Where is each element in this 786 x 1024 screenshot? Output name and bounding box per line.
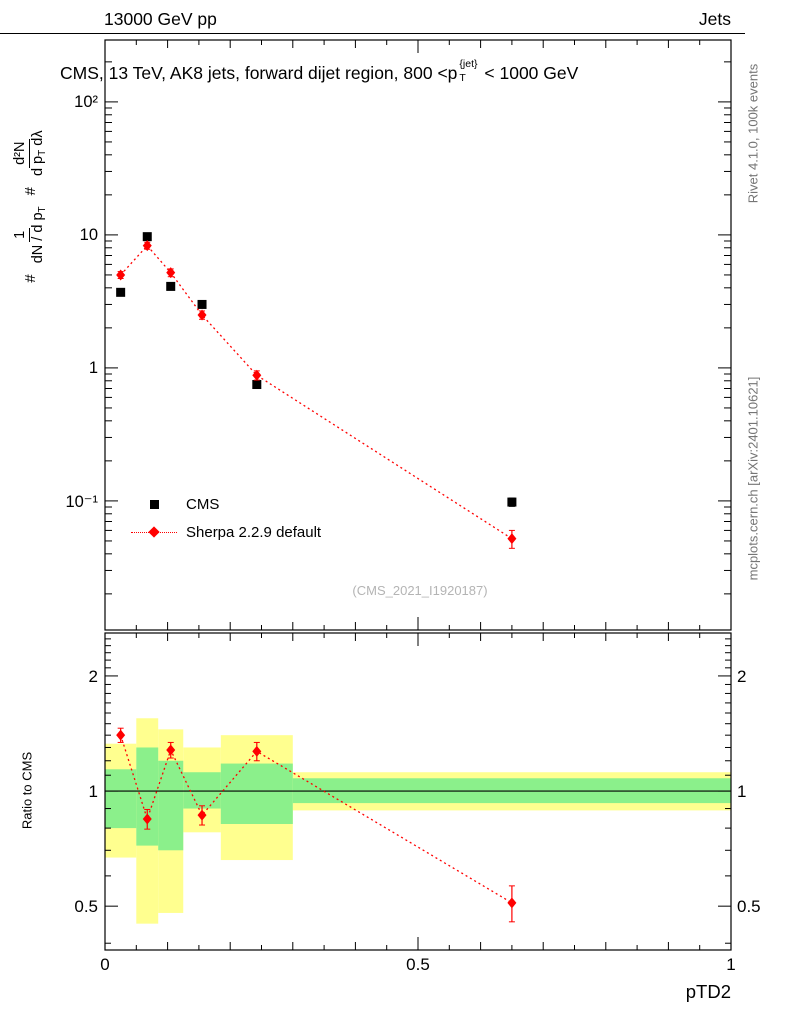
sherpa-legend-marker	[128, 522, 180, 542]
ratio-y-axis-label: Ratio to CMS	[19, 751, 35, 830]
ratio-data-marker	[197, 809, 207, 821]
x-tick-label-0p5: 0.5	[406, 955, 430, 974]
x-tick-label-0: 0	[100, 955, 110, 974]
legend: CMS Sherpa 2.2.9 default	[128, 490, 321, 546]
uncertainty-band-green	[220, 763, 293, 825]
ylabel-frac2-den-sub: T	[36, 149, 48, 156]
y-tick-label-10: 10	[79, 226, 98, 244]
ratio-tick-label-right-2: 2	[737, 667, 747, 686]
y-tick-label-1: 1	[88, 359, 98, 377]
ylabel-hash-1: #	[21, 274, 39, 283]
ratio-tick-label-left-0p5: 0.5	[74, 897, 98, 916]
black-square-icon	[149, 499, 159, 509]
ratio-tick-label-left-2: 2	[88, 667, 98, 686]
ratio-data-marker	[116, 729, 126, 741]
legend-label-sherpa: Sherpa 2.2.9 default	[186, 523, 322, 541]
ratio-dotted-line	[120, 734, 513, 904]
ylabel-frac2-den: d pT dλ	[30, 127, 49, 179]
ylabel-frac1-num: 1	[11, 227, 30, 242]
ylabel-fraction-2: d²N d pT dλ	[11, 127, 49, 179]
beam-energy-label: 13000 GeV pp	[104, 9, 217, 29]
uncertainty-band-green	[183, 772, 221, 809]
ratio-tick-label-right-1: 1	[737, 782, 747, 801]
ratio-series	[116, 727, 517, 923]
y-tick-label-0p1: 10⁻¹	[65, 493, 98, 511]
ratio-data-marker	[166, 744, 176, 756]
main-y-axis-label: # 1 dN / d pT # d²N d pT dλ	[0, 35, 60, 375]
ratio-data-marker	[142, 813, 152, 825]
x-tick-label-1: 1	[726, 955, 736, 974]
sherpa-data-marker	[197, 309, 207, 321]
plot-title-range: < 1000 GeV	[484, 63, 579, 83]
ylabel-hash-2: #	[21, 187, 39, 196]
ratio-tick-label-left-1: 1	[88, 782, 98, 801]
cms-data-marker	[507, 497, 517, 507]
sherpa-data-marker	[507, 533, 517, 545]
y-tick-label-100: 10²	[74, 93, 98, 111]
ratio-data-marker	[252, 745, 262, 757]
process-label: Jets	[698, 9, 731, 29]
ratio-data-marker	[507, 897, 517, 909]
uncertainty-band-green	[158, 760, 184, 851]
legend-entry-cms: CMS	[128, 490, 321, 518]
cms-data-marker	[166, 281, 176, 291]
x-axis-label: pTD2	[685, 981, 731, 1002]
ratio-tick-label-right-0p5: 0.5	[737, 897, 761, 916]
plot-title: CMS, 13 TeV, AK8 jets, forward dijet reg…	[60, 58, 770, 84]
ylabel-frac1-den-sub: T	[36, 206, 48, 213]
mcplots-reference-label: mcplots.cern.ch [arXiv:2401.10621]	[745, 376, 761, 581]
legend-entry-sherpa: Sherpa 2.2.9 default	[128, 518, 321, 546]
cms-legend-marker	[128, 494, 180, 514]
pt-superscript: {jet}	[459, 57, 478, 70]
analysis-id-watermark: (CMS_2021_I1920187)	[352, 583, 488, 598]
ylabel-frac2-den-post: dλ	[29, 130, 46, 150]
plot-title-text: CMS, 13 TeV, AK8 jets, forward dijet reg…	[60, 63, 458, 83]
cms-data-marker	[252, 380, 262, 390]
cms-data-marker	[142, 232, 152, 242]
cms-data-marker	[116, 287, 126, 297]
sherpa-data-marker	[142, 240, 152, 252]
pt-subscript: T	[459, 71, 466, 84]
main-series	[116, 232, 517, 549]
ylabel-frac2-num: d²N	[11, 138, 30, 168]
header-rule	[0, 33, 745, 34]
sherpa-data-marker	[116, 269, 126, 281]
sherpa-data-marker	[252, 369, 262, 381]
axis-ticks	[104, 40, 732, 950]
ratio-uncertainty-bands	[105, 718, 731, 924]
legend-label-cms: CMS	[186, 495, 220, 513]
uncertainty-band-green	[105, 769, 137, 829]
rivet-version-label: Rivet 4.1.0, 100k events	[745, 63, 761, 204]
pt-supsub: {jet} T	[457, 58, 484, 84]
cms-data-marker	[197, 299, 207, 309]
red-diamond-icon	[148, 526, 160, 538]
uncertainty-band-green	[136, 747, 159, 846]
sherpa-dotted-line	[120, 244, 513, 540]
sherpa-data-marker	[166, 267, 176, 279]
ylabel-frac2-den-text: d p	[29, 155, 46, 177]
